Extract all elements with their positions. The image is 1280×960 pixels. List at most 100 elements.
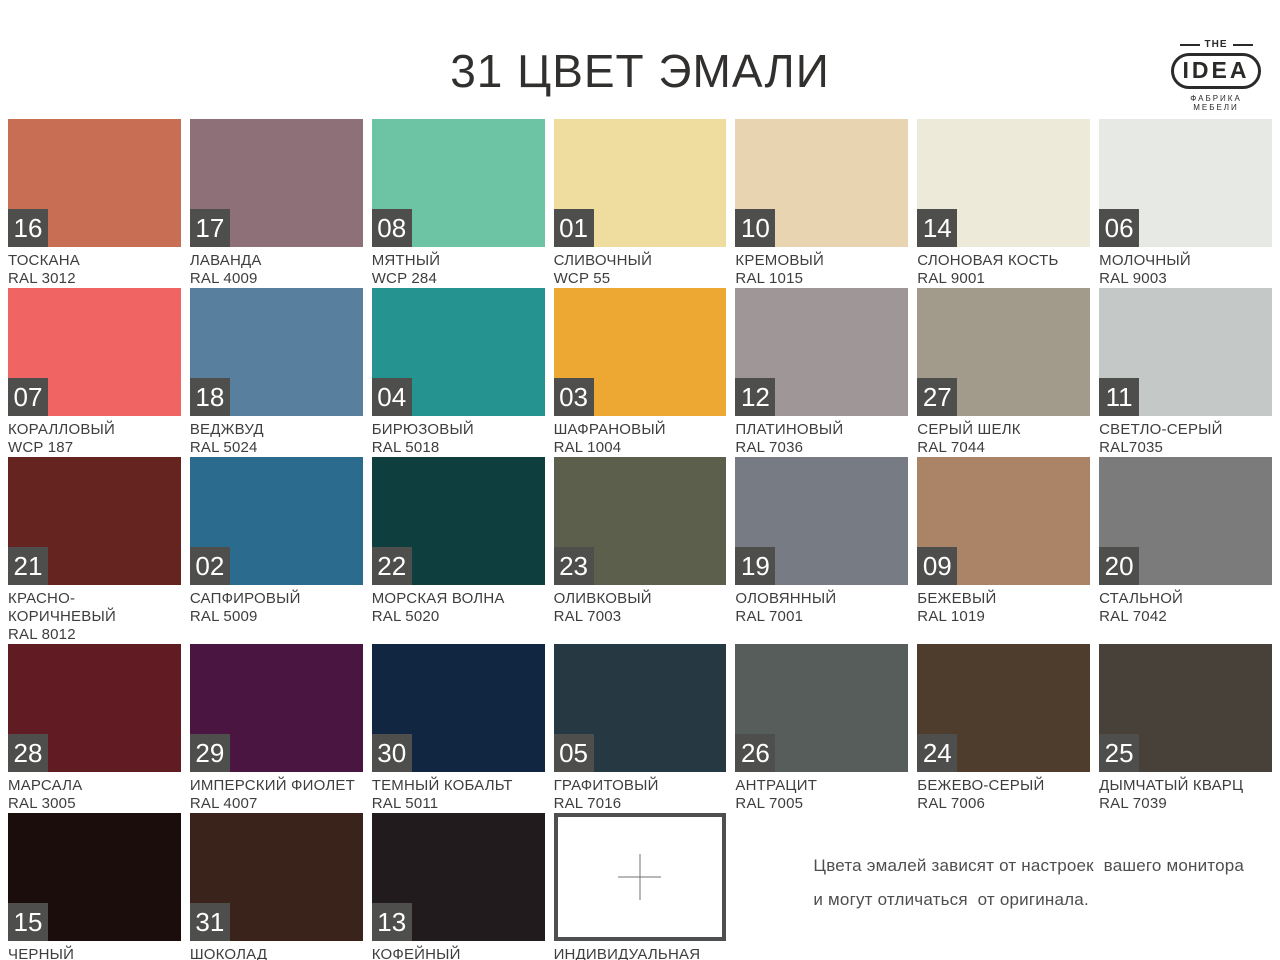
swatch-cell: 09 БЕЖЕВЫЙ RAL 1019 [917, 457, 1091, 644]
color-swatch[interactable]: 30 [371, 644, 545, 772]
swatch-color-code: RAL 8012 [8, 626, 76, 643]
color-swatch[interactable]: 23 [553, 457, 727, 585]
swatch-color-name: КРАСНО-КОРИЧНЕВЫЙ [8, 590, 116, 625]
swatch-label: ВЕДЖВУД RAL 5024 [190, 416, 363, 457]
swatch-label: ТОСКАНА RAL 3012 [8, 247, 181, 288]
swatch-color-code: WCP 55 [553, 270, 611, 287]
swatch-cell: 17 ЛАВАНДА RAL 4009 [189, 119, 363, 288]
swatch-number-badge: 15 [8, 903, 48, 941]
swatch-cell: 16 ТОСКАНА RAL 3012 [8, 119, 181, 288]
color-swatch[interactable]: 18 [189, 288, 363, 416]
swatch-color-name: БИРЮЗОВЫЙ [371, 421, 474, 438]
swatch-label: КОРАЛЛОВЫЙ WCP 187 [8, 416, 181, 457]
swatch-color-code: RAL 5018 [371, 439, 440, 456]
disclaimer-cell: Цвета эмалей зависят от настроек вашего … [735, 813, 1272, 960]
swatch-label: ПЛАТИНОВЫЙ RAL 7036 [735, 416, 908, 457]
swatch-color-name: МАРСАЛА [8, 777, 83, 794]
color-swatch[interactable]: 06 [1099, 119, 1272, 247]
swatch-cell: 26 АНТРАЦИТ RAL 7005 [735, 644, 909, 813]
swatch-label: ОЛИВКОВЫЙ RAL 7003 [554, 585, 727, 626]
swatch-color-code: RAL 3005 [8, 795, 76, 812]
header: 31 ЦВЕТ ЭМАЛИ THE IDEA ФАБРИКА МЕБЕЛИ [0, 0, 1280, 119]
color-swatch[interactable]: 24 [917, 644, 1091, 772]
swatch-label: ЧЕРНЫЙ RAL 9004 [8, 941, 181, 960]
swatch-number-badge: 01 [553, 209, 594, 247]
swatch-number-badge: 21 [8, 547, 48, 585]
swatch-color-name: ШОКОЛАД [189, 946, 268, 960]
swatch-color-code: RAL 7042 [1099, 608, 1167, 625]
color-swatch[interactable]: 26 [735, 644, 909, 772]
color-swatch[interactable]: 25 [1099, 644, 1272, 772]
color-swatch[interactable]: 04 [371, 288, 545, 416]
color-swatch[interactable]: 08 [371, 119, 545, 247]
swatch-number-badge: 16 [8, 209, 48, 247]
swatch-cell: 15 ЧЕРНЫЙ RAL 9004 [8, 813, 181, 960]
swatch-number-badge: 17 [189, 209, 230, 247]
color-swatch[interactable]: 02 [189, 457, 363, 585]
color-swatch[interactable]: 28 [8, 644, 181, 772]
swatch-cell: 05 ГРАФИТОВЫЙ RAL 7016 [553, 644, 727, 813]
swatch-label: ЛАВАНДА RAL 4009 [190, 247, 363, 288]
swatch-color-code: RAL 5024 [189, 439, 258, 456]
swatch-label: КОФЕЙНЫЙ RAL 8019 [372, 941, 545, 960]
swatch-color-code: WCP 187 [8, 439, 74, 456]
color-swatch[interactable]: 09 [917, 457, 1091, 585]
swatch-number-badge: 25 [1099, 734, 1140, 772]
swatch-color-code: RAL 1004 [553, 439, 622, 456]
swatch-number-badge: 28 [8, 734, 48, 772]
swatch-color-code: RAL 7006 [917, 795, 986, 812]
color-swatch[interactable]: 01 [553, 119, 727, 247]
logo-the-text: THE [1168, 40, 1264, 50]
color-swatch[interactable]: 03 [553, 288, 727, 416]
swatch-label: ШОКОЛАД RAL 8017 [190, 941, 363, 960]
color-swatch[interactable]: 12 [735, 288, 909, 416]
color-swatch[interactable]: 19 [735, 457, 909, 585]
color-swatch[interactable]: 11 [1099, 288, 1272, 416]
color-swatch[interactable]: 21 [8, 457, 181, 585]
color-swatch[interactable]: 13 [371, 813, 545, 941]
color-swatch[interactable]: 22 [371, 457, 545, 585]
swatch-color-name: МЯТНЫЙ [371, 252, 441, 269]
disclaimer-text: Цвета эмалей зависят от настроек вашего … [813, 855, 1245, 909]
swatch-cell: 13 КОФЕЙНЫЙ RAL 8019 [371, 813, 545, 960]
swatch-color-name: ГРАФИТОВЫЙ [553, 777, 659, 794]
swatch-color-name: СВЕТЛО-СЕРЫЙ [1099, 421, 1223, 438]
color-swatch[interactable]: 15 [8, 813, 181, 941]
swatch-label: БЕЖЕВЫЙ RAL 1019 [917, 585, 1090, 626]
swatch-color-code: RAL 5011 [371, 795, 439, 812]
color-swatch[interactable]: 05 [553, 644, 727, 772]
swatch-color-name: СЛИВОЧНЫЙ [553, 252, 653, 269]
swatch-color-name: ТОСКАНА [8, 252, 80, 269]
swatch-number-badge: 14 [917, 209, 958, 247]
swatch-number-badge: 29 [189, 734, 230, 772]
swatch-color-name: МОЛОЧНЫЙ [1099, 252, 1191, 269]
swatch-cell: 19 ОЛОВЯННЫЙ RAL 7001 [735, 457, 909, 644]
color-swatch[interactable]: 27 [917, 288, 1091, 416]
swatch-color-code: RAL 5020 [371, 608, 440, 625]
swatch-label: СВЕТЛО-СЕРЫЙ RAL7035 [1099, 416, 1272, 457]
swatch-cell: 28 МАРСАЛА RAL 3005 [8, 644, 181, 813]
custom-finish-box[interactable] [553, 813, 727, 941]
swatch-number-badge: 12 [735, 378, 776, 416]
color-swatch[interactable]: 16 [8, 119, 181, 247]
swatch-number-badge: 13 [371, 903, 412, 941]
color-swatch[interactable]: 29 [189, 644, 363, 772]
color-swatch[interactable]: 20 [1099, 457, 1272, 585]
swatch-color-name: СЕРЫЙ ШЕЛК [917, 421, 1021, 438]
swatch-color-name: ТЕМНЫЙ КОБАЛЬТ [371, 777, 513, 794]
swatch-cell: 02 САПФИРОВЫЙ RAL 5009 [189, 457, 363, 644]
color-swatch[interactable]: 17 [189, 119, 363, 247]
swatch-number-badge: 09 [917, 547, 958, 585]
swatch-color-code: RAL 7001 [735, 608, 804, 625]
swatch-label: КРАСНО-КОРИЧНЕВЫЙ RAL 8012 [8, 585, 181, 644]
swatch-color-code: RAL 7039 [1099, 795, 1167, 812]
swatch-color-name: КОРАЛЛОВЫЙ [8, 421, 115, 438]
swatch-number-badge: 31 [189, 903, 230, 941]
color-swatch[interactable]: 07 [8, 288, 181, 416]
swatch-label: АНТРАЦИТ RAL 7005 [735, 772, 908, 813]
color-swatch[interactable]: 31 [189, 813, 363, 941]
swatch-number-badge: 27 [917, 378, 958, 416]
color-swatch[interactable]: 10 [735, 119, 909, 247]
swatch-color-code: RAL 5009 [189, 608, 258, 625]
color-swatch[interactable]: 14 [917, 119, 1091, 247]
